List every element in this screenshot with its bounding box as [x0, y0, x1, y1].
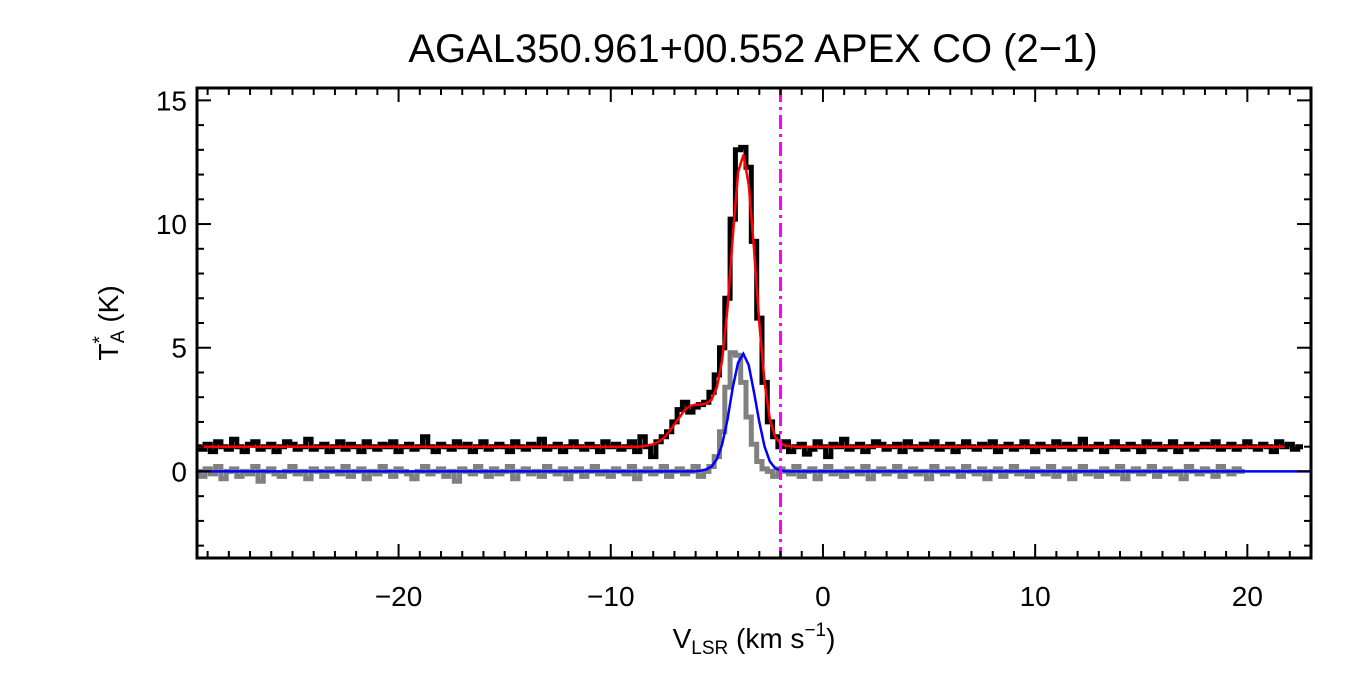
plot-frame	[195, 86, 1313, 560]
y-axis-label-main: T	[93, 344, 124, 361]
y-tick-label: 15	[156, 85, 187, 116]
y-tick-label: 10	[156, 209, 187, 240]
x-axis-label: VLSR (km s−1)	[673, 620, 836, 659]
x-axis-label-main: V	[673, 623, 692, 654]
y-axis-label: T*A (K)	[90, 285, 129, 360]
x-tick-label: −20	[375, 581, 423, 612]
y-axis-label-sub: A	[108, 330, 129, 343]
x-tick-label: −10	[587, 581, 635, 612]
x-tick-label: 10	[1020, 581, 1051, 612]
x-axis-label-sup: −1	[804, 620, 826, 641]
series-line-2	[197, 154, 1285, 448]
x-axis-label-rest: (km s	[728, 623, 804, 654]
y-tick-label: 0	[171, 456, 187, 487]
series-line-3	[197, 351, 1311, 473]
series-layer	[197, 144, 1311, 484]
y-axis-label-rest: (K)	[93, 285, 124, 330]
x-axis-label-close: )	[826, 623, 835, 654]
x-tick-labels: −20 −10 0 10 20	[375, 581, 1263, 612]
y-tick-label: 5	[171, 333, 187, 364]
y-axis-label-sup: *	[90, 336, 111, 344]
x-tick-label: 20	[1232, 581, 1263, 612]
tick-layer	[197, 88, 1312, 558]
x-axis-label-sub: LSR	[691, 638, 728, 659]
chart-title: AGAL350.961+00.552 APEX CO (2−1)	[408, 27, 1097, 71]
y-tick-labels: 0 5 10 15	[156, 85, 187, 487]
x-tick-label: 0	[815, 581, 831, 612]
